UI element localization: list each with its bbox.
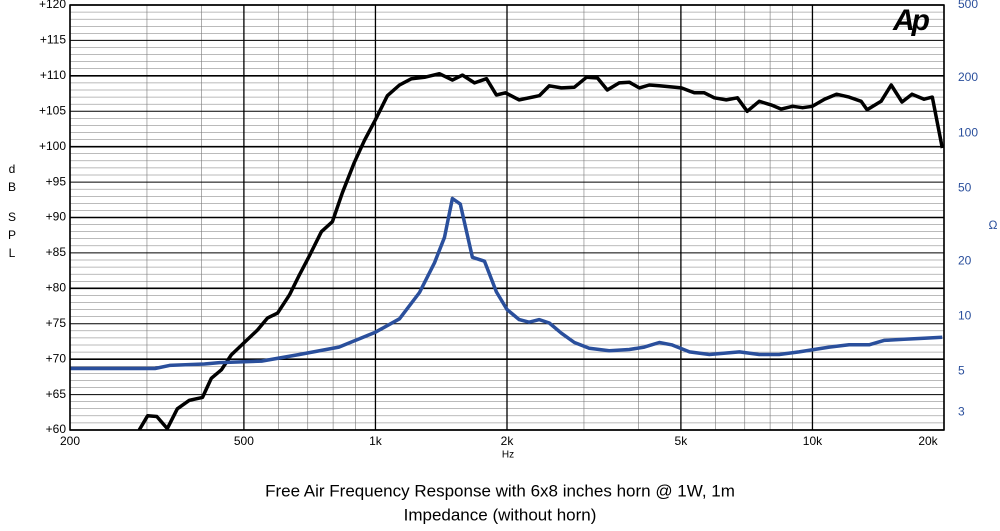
y-axis-label: P xyxy=(8,228,16,242)
y2-tick-label: 500 xyxy=(958,0,978,11)
y-tick-label: +110 xyxy=(40,68,66,82)
y-tick-label: +70 xyxy=(46,351,67,365)
x-tick-label: 500 xyxy=(234,434,254,448)
x-tick-label: 200 xyxy=(60,434,80,448)
x-tick-label: 20k xyxy=(918,434,938,448)
y2-tick-label: 3 xyxy=(958,404,965,418)
y-axis-label: B xyxy=(8,180,16,194)
y2-axis-label: Ω xyxy=(989,218,998,232)
x-tick-label: 1k xyxy=(369,434,383,448)
y-axis-label: S xyxy=(8,210,16,224)
y-axis-label: d xyxy=(9,162,16,176)
y-tick-label: +95 xyxy=(46,174,67,188)
y-tick-label: +100 xyxy=(39,139,66,153)
series-line xyxy=(137,71,944,430)
y-tick-label: +90 xyxy=(46,210,67,224)
y-tick-label: +115 xyxy=(40,33,66,47)
series-line xyxy=(70,196,943,371)
lines xyxy=(70,71,944,430)
y2-tick-label: 100 xyxy=(958,125,978,139)
plot-frame xyxy=(69,4,945,431)
y-tick-label: +105 xyxy=(39,103,66,117)
x-tick-label: 5k xyxy=(675,434,689,448)
y-tick-label: +80 xyxy=(46,281,67,295)
y-tick-label: +85 xyxy=(46,245,67,259)
y-tick-label: +75 xyxy=(46,316,67,330)
y2-tick-label: 20 xyxy=(958,253,972,267)
y-axis-label: L xyxy=(9,246,16,260)
y2-tick-label: 200 xyxy=(958,70,978,84)
chart-subtitle: Impedance (without horn) xyxy=(404,505,597,524)
y-tick-label: +120 xyxy=(39,0,66,11)
chart-title: Free Air Frequency Response with 6x8 inc… xyxy=(265,481,735,500)
y-tick-label: +65 xyxy=(46,387,67,401)
y2-tick-label: 10 xyxy=(958,309,972,323)
y-tick-label: +60 xyxy=(46,422,67,436)
x-tick-label: 2k xyxy=(501,434,515,448)
x-axis-label: Hz xyxy=(502,450,514,461)
x-tick-label: 10k xyxy=(803,434,823,448)
grid xyxy=(69,4,945,431)
y2-tick-label: 5 xyxy=(958,364,965,378)
logo: Ap xyxy=(892,4,930,37)
y2-tick-label: 50 xyxy=(958,180,972,194)
